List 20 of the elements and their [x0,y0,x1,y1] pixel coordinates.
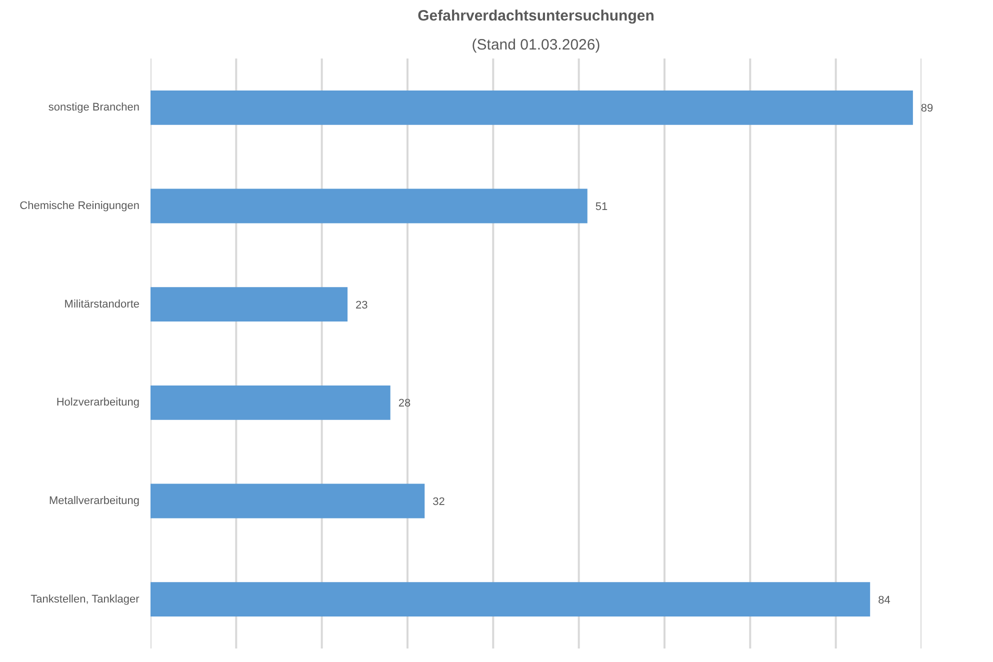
chart-title: Gefahrverdachtsuntersuchungen [418,8,654,24]
chart-subtitle: (Stand 01.03.2026) [472,36,600,54]
bar [150,484,425,518]
y-tick-label: sonstige Branchen [48,102,140,114]
data-label: 23 [356,299,368,312]
bar [150,582,870,617]
y-tick-label: Chemische Reinigungen [20,200,140,212]
bar [150,287,348,322]
y-tick-label: Metallverarbeitung [49,495,140,507]
bar [150,90,913,125]
y-tick-label: Tankstellen, Tanklager [30,593,140,606]
y-tick-label: Militärstandorte [64,298,140,310]
bar [150,188,588,224]
bar [150,385,390,420]
data-label: 32 [432,496,445,508]
data-label: 84 [878,594,890,606]
y-tick-label: Holzverarbeitung [56,396,140,409]
data-label: 89 [920,102,934,115]
data-label: 28 [398,398,411,410]
data-label: 51 [595,201,608,213]
